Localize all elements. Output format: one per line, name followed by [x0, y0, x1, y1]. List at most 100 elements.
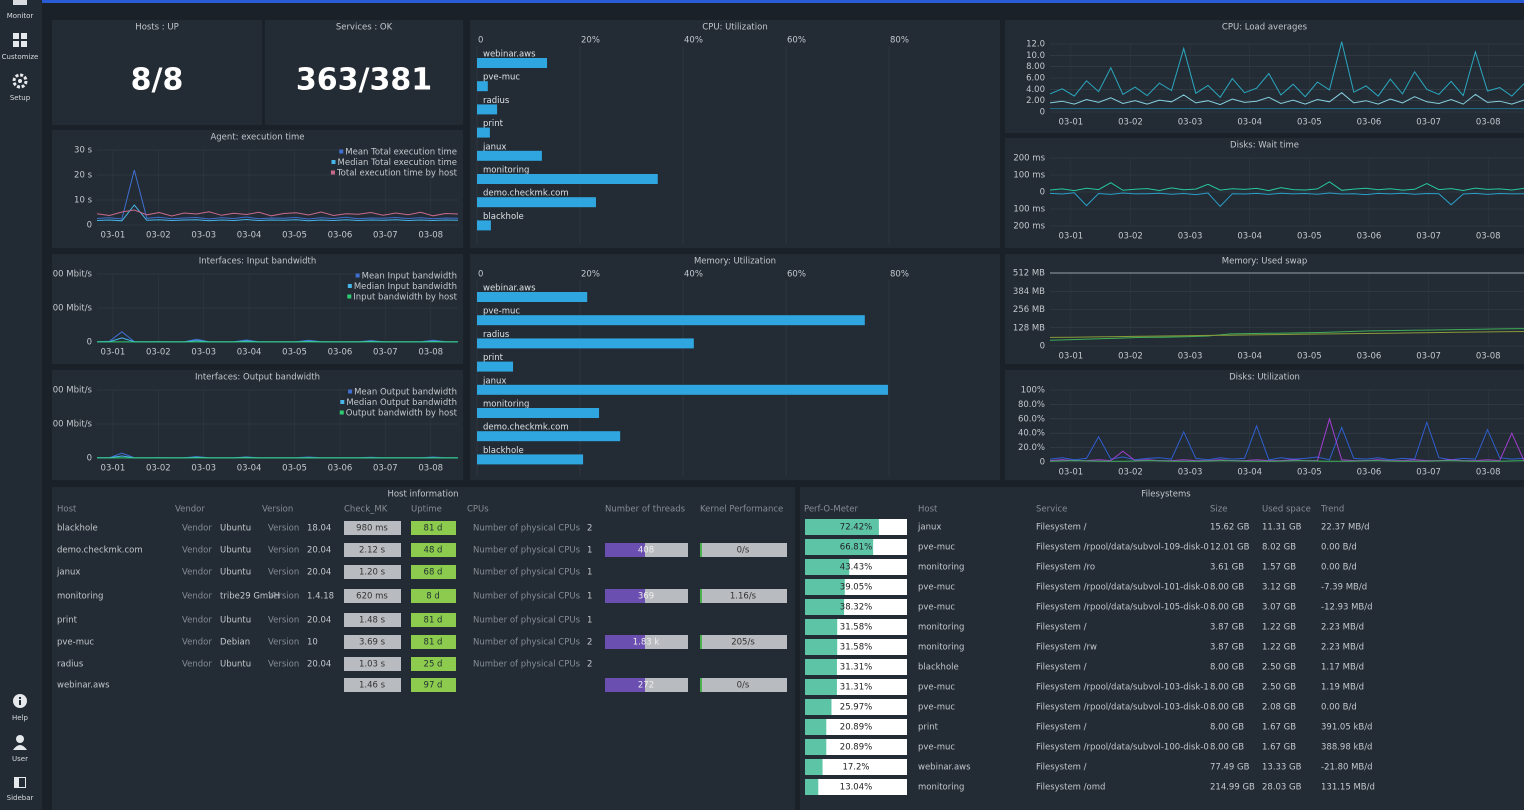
kernel-meter-fill — [700, 635, 702, 649]
y-tick-label: 0 — [87, 338, 92, 348]
x-tick-label: 20% — [581, 270, 600, 280]
x-tick-label: 03-03 — [1178, 118, 1203, 128]
column-header: Host — [57, 505, 77, 515]
cpus-cell: 2 — [587, 660, 592, 670]
cell-key: Version — [268, 568, 299, 578]
kernel-meter-fill — [700, 543, 702, 557]
legend-label: Mean Total execution time — [345, 148, 457, 158]
host-cell: pve-muc — [918, 743, 955, 753]
uptime-meter — [411, 635, 456, 649]
y-tick-label: 512 MB — [1013, 269, 1045, 279]
legend-swatch — [330, 170, 335, 175]
y-tick-label: 0 — [1040, 188, 1045, 198]
x-tick-label: 03-05 — [1297, 468, 1322, 478]
monitor-icon[interactable] — [13, 0, 27, 5]
used-cell: 2.50 GB — [1262, 663, 1296, 673]
nav-label[interactable]: Monitor — [7, 12, 34, 20]
kernel-meter — [700, 589, 787, 603]
legend-label: Median Output bandwidth — [346, 398, 457, 408]
legend-swatch — [340, 400, 345, 404]
bar — [477, 81, 488, 92]
trend-cell: 1.17 MB/d — [1321, 663, 1364, 673]
used-cell: 2.50 GB — [1262, 683, 1296, 693]
x-tick-label: 60% — [787, 270, 806, 280]
host-cell: pve-muc — [918, 683, 955, 693]
legend-swatch — [348, 389, 353, 394]
threads-meter-fill — [605, 678, 645, 692]
perf-meter-fill — [805, 599, 845, 615]
cell-key: Number of physical CPUs — [473, 568, 581, 578]
checkmk-cell: 3.69 s — [359, 638, 386, 648]
x-tick-label: 03-07 — [1416, 118, 1441, 128]
service-cell: Filesystem / — [1036, 623, 1087, 633]
column-header: Uptime — [411, 505, 442, 515]
help-icon[interactable] — [13, 694, 27, 708]
customize-icon[interactable] — [13, 33, 27, 47]
size-cell: 8.00 GB — [1210, 603, 1244, 613]
y-tick-label: 128 MB — [1013, 323, 1045, 333]
top-bar — [0, 0, 1524, 3]
used-cell: 28.03 GB — [1262, 783, 1302, 793]
x-tick-label: 03-03 — [1178, 468, 1203, 478]
cell-key: Version — [268, 638, 299, 648]
x-tick-label: 03-02 — [146, 348, 171, 358]
size-cell: 214.99 GB — [1210, 783, 1255, 793]
y-tick-label: 200 Mbit/s — [47, 270, 92, 280]
panel-title: Hosts : UP — [135, 23, 178, 33]
perf-label: 31.58% — [840, 623, 872, 633]
size-cell: 8.00 GB — [1210, 743, 1244, 753]
sidebar-icon[interactable] — [14, 777, 26, 788]
series-line — [1049, 92, 1524, 106]
cell-key: Version — [268, 616, 299, 626]
cell-key: Version — [268, 660, 299, 670]
x-tick-label: 03-06 — [328, 348, 353, 358]
nav-label[interactable]: Customize — [2, 53, 39, 61]
y-tick-label: 10 s — [74, 196, 93, 206]
y-tick-label: 200 ms — [1013, 154, 1045, 164]
y-tick-label: 0 — [87, 221, 92, 231]
host-cell: monitoring — [57, 592, 103, 602]
service-cell: Filesystem /ro — [1036, 563, 1095, 573]
perf-meter-fill — [805, 539, 874, 555]
x-tick-label: 03-07 — [1416, 232, 1441, 242]
host-cell: pve-muc — [918, 543, 955, 553]
legend-label: Mean Output bandwidth — [354, 388, 457, 398]
nav-label[interactable]: User — [12, 755, 28, 763]
nav-label[interactable]: Sidebar — [7, 794, 34, 802]
y-tick-label: 20.0% — [1018, 443, 1045, 453]
x-tick-label: 03-03 — [191, 348, 216, 358]
series-line — [1049, 41, 1524, 99]
kernel-meter — [700, 678, 787, 692]
series-line — [1049, 328, 1524, 341]
y-tick-label: 100 ms — [1013, 205, 1045, 215]
x-tick-label: 03-04 — [237, 464, 262, 474]
y-tick-label: 100 Mbit/s — [47, 304, 92, 314]
used-cell: 1.57 GB — [1262, 563, 1296, 573]
x-tick-label: 03-02 — [1118, 352, 1143, 362]
vendor-cell: Ubuntu — [220, 524, 251, 534]
host-table: Host information Host Vendor Version Check_M… — [52, 487, 795, 810]
panel-bg — [470, 20, 1000, 248]
uptime-cell: 81 d — [424, 524, 443, 534]
x-tick-label: 03-04 — [1237, 468, 1262, 478]
nav-label[interactable]: Setup — [10, 94, 31, 102]
y-tick-label: 80.0% — [1018, 400, 1045, 410]
host-cell: janux — [917, 523, 941, 533]
cell-key: Vendor — [182, 638, 212, 648]
user-icon[interactable] — [13, 735, 27, 750]
cpus-cell: 2 — [587, 524, 592, 534]
checkmk-meter — [344, 543, 401, 557]
x-tick-label: 03-04 — [1237, 118, 1262, 128]
used-cell: 8.02 GB — [1262, 543, 1296, 553]
x-tick-label: 03-06 — [1357, 468, 1382, 478]
version-cell: 20.04 — [307, 568, 331, 578]
version-cell: 20.04 — [307, 616, 331, 626]
version-cell: 18.04 — [307, 524, 331, 534]
checkmk-meter — [344, 589, 401, 603]
setup-icon[interactable] — [12, 73, 28, 89]
nav-label[interactable]: Help — [12, 714, 29, 722]
uptime-cell: 68 d — [424, 568, 443, 578]
service-cell: Filesystem / — [1036, 663, 1087, 673]
perf-meter — [805, 759, 907, 775]
host-cell: webinar.aws — [918, 763, 971, 773]
